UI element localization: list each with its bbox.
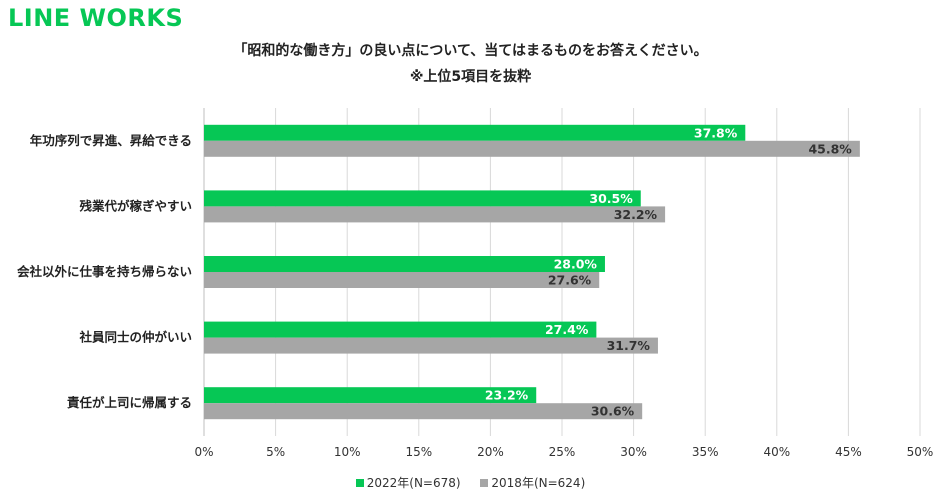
bar-2022	[204, 321, 597, 338]
x-tick-label: 0%	[194, 445, 213, 459]
x-tick-label: 40%	[763, 445, 790, 459]
x-tick-label: 50%	[907, 445, 934, 459]
bar-2022	[204, 387, 537, 404]
category-label: 責任が上司に帰属する	[67, 395, 192, 410]
category-label: 社員同士の仲がいい	[78, 330, 192, 345]
chart-subtitle: ※上位5項目を抜粋	[409, 69, 532, 85]
legend-item-2018: 2018年(N=624)	[480, 474, 585, 491]
data-label-2022: 37.8%	[694, 125, 738, 140]
legend: 2022年(N=678) 2018年(N=624)	[0, 474, 941, 491]
x-tick-label: 10%	[334, 445, 361, 459]
x-tick-label: 45%	[835, 445, 862, 459]
category-label: 残業代が稼ぎやすい	[79, 198, 192, 213]
bar-2022	[204, 256, 605, 272]
data-label-2022: 23.2%	[485, 388, 529, 403]
bar-2018	[204, 272, 600, 288]
legend-label-2022: 2022年(N=678)	[366, 476, 461, 490]
x-tick-label: 20%	[477, 445, 504, 459]
x-tick-labels: 0% 5% 10% 15% 20% 25% 30% 35% 40% 45% 50%	[194, 445, 933, 459]
data-label-2022: 30.5%	[589, 191, 633, 206]
bar-2018	[204, 337, 658, 354]
x-tick-label: 35%	[692, 445, 719, 459]
legend-item-2022: 2022年(N=678)	[355, 474, 461, 491]
bar-2022	[204, 124, 746, 141]
legend-label-2018: 2018年(N=624)	[491, 476, 586, 490]
data-label-2022: 28.0%	[554, 257, 598, 272]
data-label-2018: 32.2%	[614, 207, 658, 222]
chart-title: 「昭和的な働き方」の良い点について、当てはまるものをお答えください。	[233, 43, 708, 59]
category-labels: 年功序列で昇進、昇給できる残業代が稼ぎやすい会社以外に仕事を持ち帰らない社員同士…	[17, 133, 192, 410]
data-label-2018: 31.7%	[607, 338, 651, 353]
x-tick-label: 15%	[405, 445, 432, 459]
legend-swatch-2018	[480, 478, 489, 487]
bar-2018	[204, 206, 666, 223]
data-label-2018: 45.8%	[808, 141, 852, 156]
bar-2018	[204, 140, 860, 157]
bar-2018	[204, 403, 643, 420]
x-tick-label: 30%	[620, 445, 647, 459]
legend-swatch-2022	[355, 478, 364, 487]
x-tick-label: 5%	[266, 445, 285, 459]
category-label: 会社以外に仕事を持ち帰らない	[17, 264, 192, 279]
data-label-2018: 30.6%	[591, 404, 635, 419]
data-label-2018: 27.6%	[548, 273, 592, 288]
bar-2022	[204, 190, 641, 207]
brand-logo: LINE WORKS	[8, 4, 184, 32]
x-tick-label: 25%	[549, 445, 576, 459]
data-label-2022: 27.4%	[545, 322, 589, 337]
bars: 37.8% 45.8% 30.5%32.2% 28.0%27.6% 27.4% 31.7%…	[204, 124, 860, 420]
category-label: 年功序列で昇進、昇給できる	[30, 133, 192, 148]
